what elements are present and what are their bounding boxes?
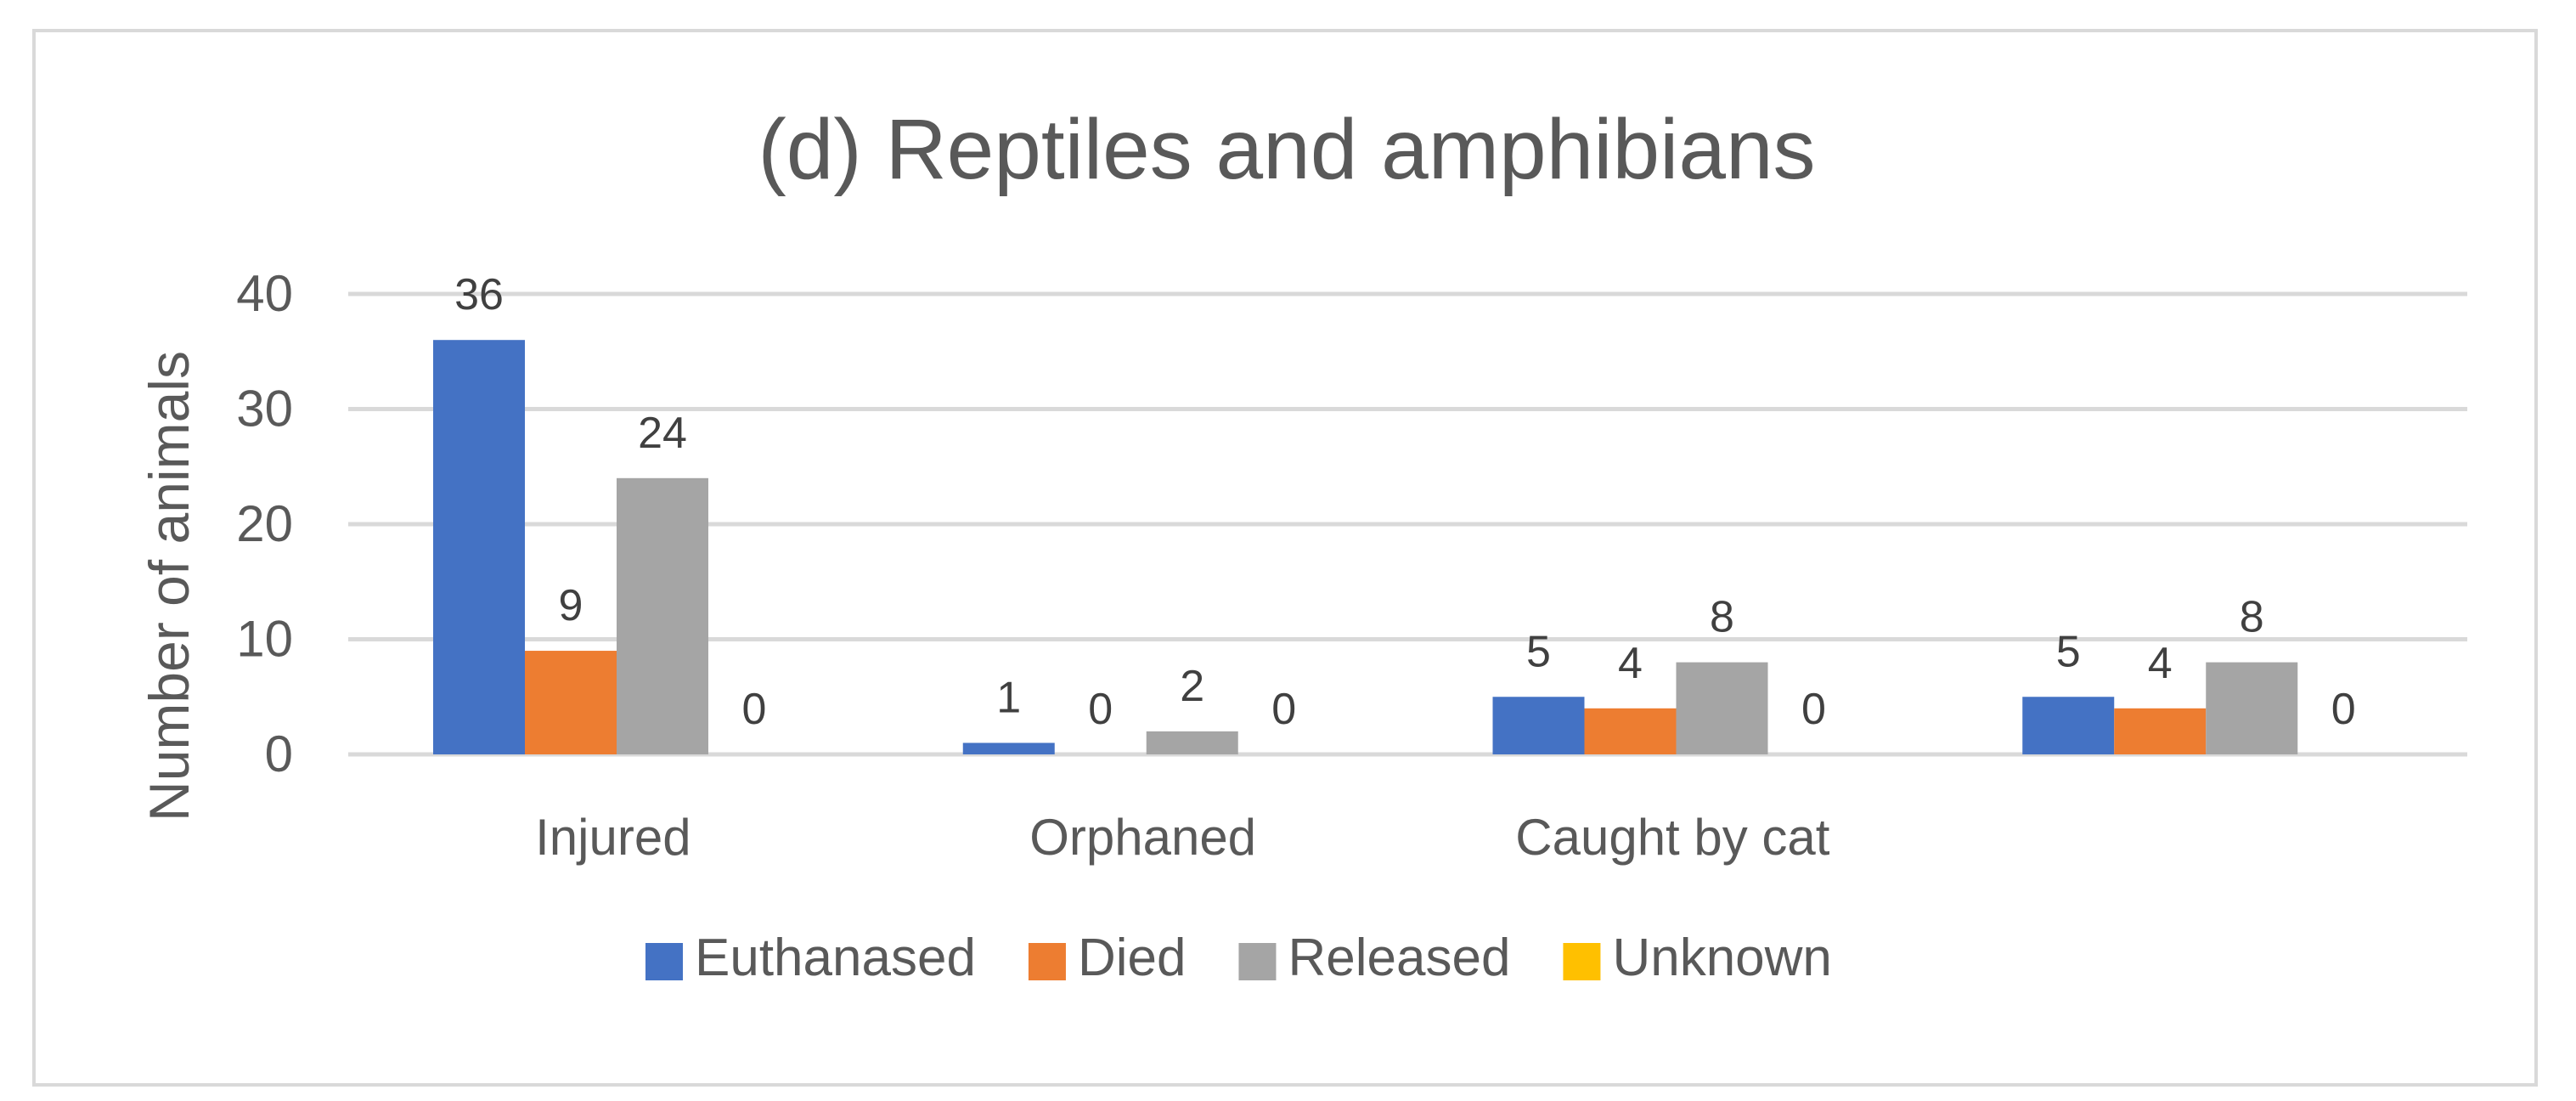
legend-label-released: Released [1288,929,1510,987]
y-tick-label-30: 30 [236,381,293,438]
legend-swatch-unknown [1563,943,1601,980]
data-label-released-2: 8 [1710,593,1734,642]
data-label-euthanased-0: 36 [454,270,504,319]
legend-swatch-released [1238,943,1277,980]
legend-item-unknown: Unknown [1563,929,1832,987]
data-label-euthanased-2: 5 [1526,627,1551,676]
legend-swatch-died [1028,943,1066,980]
legend-label-euthanased: Euthanased [695,929,976,987]
bar-died-2 [1584,708,1677,754]
legend-item-released: Released [1238,929,1510,987]
category-label-0: Injured [535,809,691,866]
legend-label-unknown: Unknown [1612,929,1831,987]
data-label-unknown-3: 0 [2331,685,2356,734]
data-label-released-1: 2 [1180,662,1204,711]
bar-released-3 [2206,662,2298,754]
bar-released-1 [1146,731,1238,754]
bar-euthanased-0 [433,340,525,754]
category-label-2: Caught by cat [1515,809,1830,866]
data-labels: 36 9 24 0 1 0 2 0 5 4 8 0 5 4 8 0 [454,270,2356,734]
chart-title: (d) Reptiles and amphibians [758,102,1815,197]
category-label-1: Orphaned [1029,809,1256,866]
bar-died-3 [2114,708,2207,754]
data-label-unknown-2: 0 [1801,685,1826,734]
legend-item-euthanased: Euthanased [645,929,976,987]
data-label-died-1: 0 [1088,685,1113,734]
bar-euthanased-3 [2022,697,2115,754]
data-label-unknown-0: 0 [742,685,767,734]
bar-released-2 [1676,662,1768,754]
data-label-euthanased-3: 5 [2056,627,2081,676]
data-label-released-0: 24 [638,409,687,458]
legend-swatch-euthanased [645,943,683,980]
data-label-died-2: 4 [1618,639,1643,688]
legend: Euthanased Died Released Unknown [645,929,1832,987]
y-tick-label-10: 10 [236,611,293,668]
bar-euthanased-1 [962,742,1055,754]
y-axis-label: Number of animals [138,351,200,822]
bars [433,340,2298,754]
data-label-euthanased-1: 1 [996,673,1021,722]
y-tick-labels: 0 10 20 30 40 [236,265,293,782]
y-tick-label-40: 40 [236,265,293,322]
bar-died-0 [525,651,617,754]
legend-item-died: Died [1028,929,1187,987]
data-label-unknown-1: 0 [1271,685,1296,734]
data-label-released-3: 8 [2240,593,2264,642]
category-labels: Injured Orphaned Caught by cat [535,809,1830,866]
data-label-died-3: 4 [2148,639,2173,688]
legend-label-died: Died [1078,929,1187,987]
y-tick-label-20: 20 [236,495,293,552]
data-label-died-0: 9 [559,581,583,630]
bar-euthanased-2 [1492,697,1585,754]
bar-released-0 [617,477,708,754]
y-tick-label-0: 0 [265,726,293,782]
